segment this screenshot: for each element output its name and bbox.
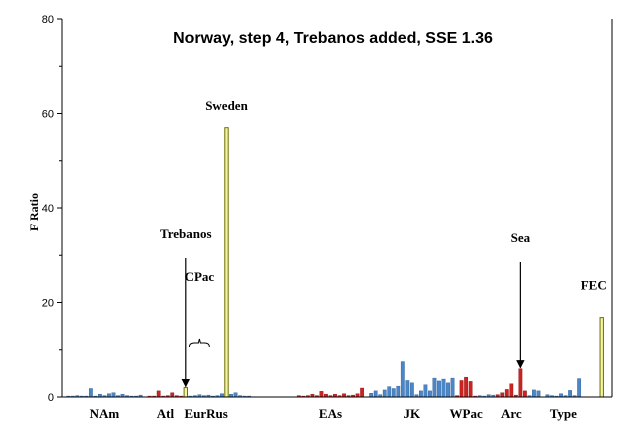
bar-10-12 [423,384,428,398]
bar-10-16 [441,378,446,398]
bar-10-1 [373,390,378,398]
labels-layer: NAm Atl EurRus EAs JK WPac Arc Type [90,406,578,421]
y-tick-label-0: 0 [48,392,54,404]
annotations-layer: Sweden Trebanos CPac Sea FEC [160,98,607,388]
chart-title: Norway, step 4, Trebanos added, SSE 1.36 [173,30,493,47]
bar-2-2 [156,390,161,398]
bar-10-5 [391,388,396,398]
annotation-sweden: Sweden [205,98,248,113]
annotation-cpac: CPac [185,269,215,284]
bar-14-1 [532,389,536,398]
bar-10-17 [446,382,450,398]
bar-5-0 [224,127,229,398]
annotation-sea: Sea [511,230,531,245]
bar-13-2 [504,389,509,398]
y-axis-label: F Ratio [27,193,41,231]
bar-10-3 [382,389,387,398]
bar-10-0 [369,393,374,398]
bar-10-4 [387,386,392,398]
bar-10-18 [450,377,455,398]
bars-layer [66,127,604,398]
bar-11-3 [468,381,473,398]
annotation-fec: FEC [581,278,607,293]
bar-6-1 [233,392,238,398]
bar-18-0 [599,317,604,398]
bar-13-6 [522,390,527,398]
y-tick-label-60: 60 [42,109,54,121]
bar-10-13 [428,390,432,398]
bar-11-2 [464,376,469,398]
bar-13-1 [500,392,505,398]
group-label-arc: Arc [501,406,522,421]
axes-layer: 0 20 40 60 80 [42,14,613,404]
bar-10-14 [432,377,437,398]
bar-13-3 [509,383,514,398]
cpac-bracket [188,338,210,348]
bar-10-6 [396,385,401,398]
bar-10-11 [419,390,423,398]
bar-0-10 [111,392,116,398]
bar-10-15 [437,380,441,398]
bar-10-8 [405,380,410,398]
bar-10-7 [400,361,405,398]
bar-10-9 [409,382,414,398]
bar-8-14 [360,387,365,398]
group-label-jk: JK [404,406,422,421]
bar-8-5 [319,391,324,398]
bar-0-5 [88,388,93,398]
bar-2-5 [170,392,175,398]
bar-16-7 [577,378,582,398]
group-label-wpac: WPac [450,406,483,421]
group-label-nam: NAm [90,406,120,421]
y-tick-label-20: 20 [42,298,54,310]
bar-16-5 [568,390,572,398]
annotation-trebanos: Trebanos [160,226,212,241]
y-tick-label-40: 40 [42,203,54,215]
group-label-eas: EAs [319,406,342,421]
group-label-type: Type [550,406,577,421]
bar-14-2 [536,390,541,398]
group-label-atl: Atl [157,406,175,421]
bar-11-1 [459,380,464,398]
bar-3-0 [183,387,189,398]
y-tick-label-80: 80 [42,14,54,26]
bar-13-5 [518,368,523,398]
group-label-eurrus: EurRus [184,406,227,421]
